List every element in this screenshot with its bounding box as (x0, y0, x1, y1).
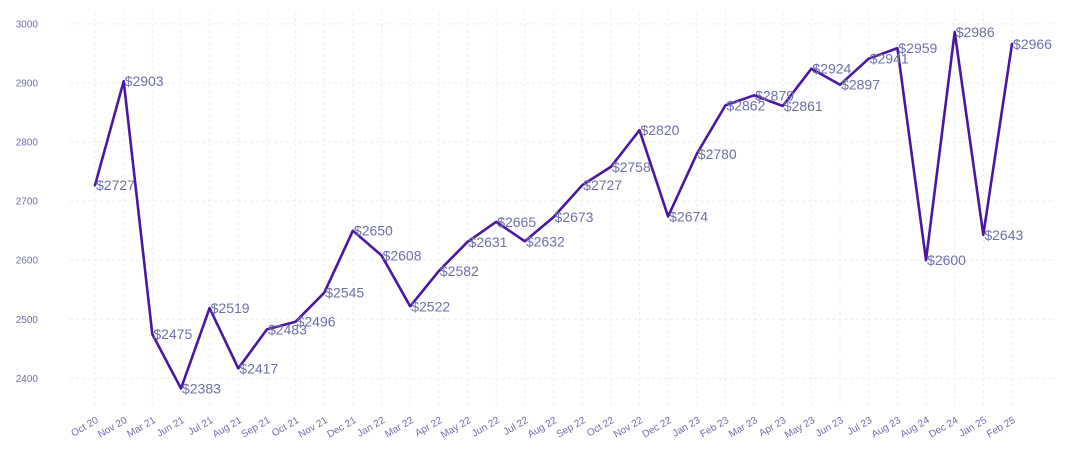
data-label: $2632 (526, 233, 565, 249)
x-tick-label: Sep 22 (555, 415, 588, 441)
data-label: $2986 (956, 24, 995, 40)
x-tick-label: May 23 (783, 415, 817, 441)
data-label: $2861 (784, 98, 823, 114)
data-label: $2780 (698, 146, 737, 162)
gridlines (70, 12, 1055, 408)
data-label: $2417 (239, 360, 278, 376)
x-tick-label: Oct 21 (270, 415, 301, 439)
data-label: $2522 (411, 298, 450, 314)
data-label: $2674 (669, 209, 708, 225)
x-tick-label: Jan 25 (957, 415, 989, 440)
data-label: $2727 (96, 177, 135, 193)
y-tick-label: 2700 (16, 197, 39, 208)
x-tick-label: Feb 23 (698, 415, 731, 440)
x-tick-label: Jul 22 (502, 415, 531, 438)
x-tick-label: Apr 23 (757, 415, 788, 439)
data-label: $2582 (440, 263, 479, 279)
x-tick-label: Jan 22 (356, 415, 388, 440)
x-tick-label: Mar 22 (383, 415, 416, 440)
data-label: $2862 (726, 97, 765, 113)
x-tick-label: Jul 23 (846, 415, 875, 438)
data-label: $2545 (325, 285, 364, 301)
y-tick-label: 2400 (16, 374, 39, 385)
series-line (93, 30, 1014, 390)
y-tick-label: 2500 (16, 315, 39, 326)
data-label: $2496 (297, 314, 336, 330)
data-label: $2903 (125, 73, 164, 89)
x-tick-label: Dec 24 (927, 415, 960, 441)
data-label: $2483 (268, 321, 307, 337)
data-label: $2673 (555, 209, 594, 225)
data-label: $2966 (1013, 36, 1052, 52)
x-tick-label: Jun 22 (470, 415, 502, 440)
data-label: $2820 (640, 122, 679, 138)
data-label: $2879 (755, 87, 794, 103)
x-tick-label: Dec 22 (641, 415, 674, 441)
data-label: $2475 (153, 326, 192, 342)
data-label: $2959 (898, 40, 937, 56)
x-tick-label: Dec 21 (325, 415, 358, 441)
data-label: $2631 (469, 234, 508, 250)
x-tick-label: Oct 20 (69, 415, 100, 439)
data-labels: $2727 $2903 $2475 $2383 $2519 $2417 $2483$2496… (96, 24, 1052, 396)
data-label: $2519 (211, 300, 250, 316)
x-tick-label: Aug 22 (526, 415, 559, 441)
x-tick-label: Feb 25 (985, 415, 1018, 440)
x-tick-label: Sep 21 (239, 415, 272, 441)
data-label: $2650 (354, 223, 393, 239)
x-tick-label: Nov 21 (297, 415, 330, 441)
data-label: $2383 (182, 380, 221, 396)
data-label: $2665 (497, 214, 536, 230)
x-tick-label: Jul 21 (187, 415, 216, 438)
data-label: $2941 (870, 51, 909, 67)
data-label: $2600 (927, 252, 966, 268)
x-tick-label: Apr 22 (413, 415, 444, 439)
x-tick-label: Nov 20 (96, 415, 129, 441)
data-label: $2897 (841, 77, 880, 93)
x-tick-label: Nov 22 (612, 415, 645, 441)
data-label: $2727 (583, 177, 622, 193)
data-label: $2924 (812, 61, 851, 77)
data-label: $2608 (383, 248, 422, 264)
x-tick-label: Jun 23 (814, 415, 846, 440)
x-tick-label: Mar 21 (125, 415, 158, 440)
x-tick-label: Mar 23 (727, 415, 760, 440)
data-label: $2643 (984, 227, 1023, 243)
x-tick-label: Oct 22 (585, 415, 616, 439)
data-label: $2758 (612, 159, 651, 175)
x-tick-label: Jun 21 (155, 415, 187, 440)
x-tick-label: Jan 23 (671, 415, 703, 440)
x-tick-label: Aug 21 (211, 415, 244, 441)
y-tick-label: 2800 (16, 138, 39, 149)
x-tick-label: Aug 23 (870, 415, 903, 441)
y-axis: 2400 2500 2600 2700 2800 2900 3000 (16, 19, 39, 385)
y-tick-label: 3000 (16, 19, 39, 30)
x-tick-label: May 22 (439, 415, 473, 441)
x-tick-label: Aug 24 (899, 415, 932, 441)
y-tick-label: 2900 (16, 78, 39, 89)
y-tick-label: 2600 (16, 256, 39, 267)
